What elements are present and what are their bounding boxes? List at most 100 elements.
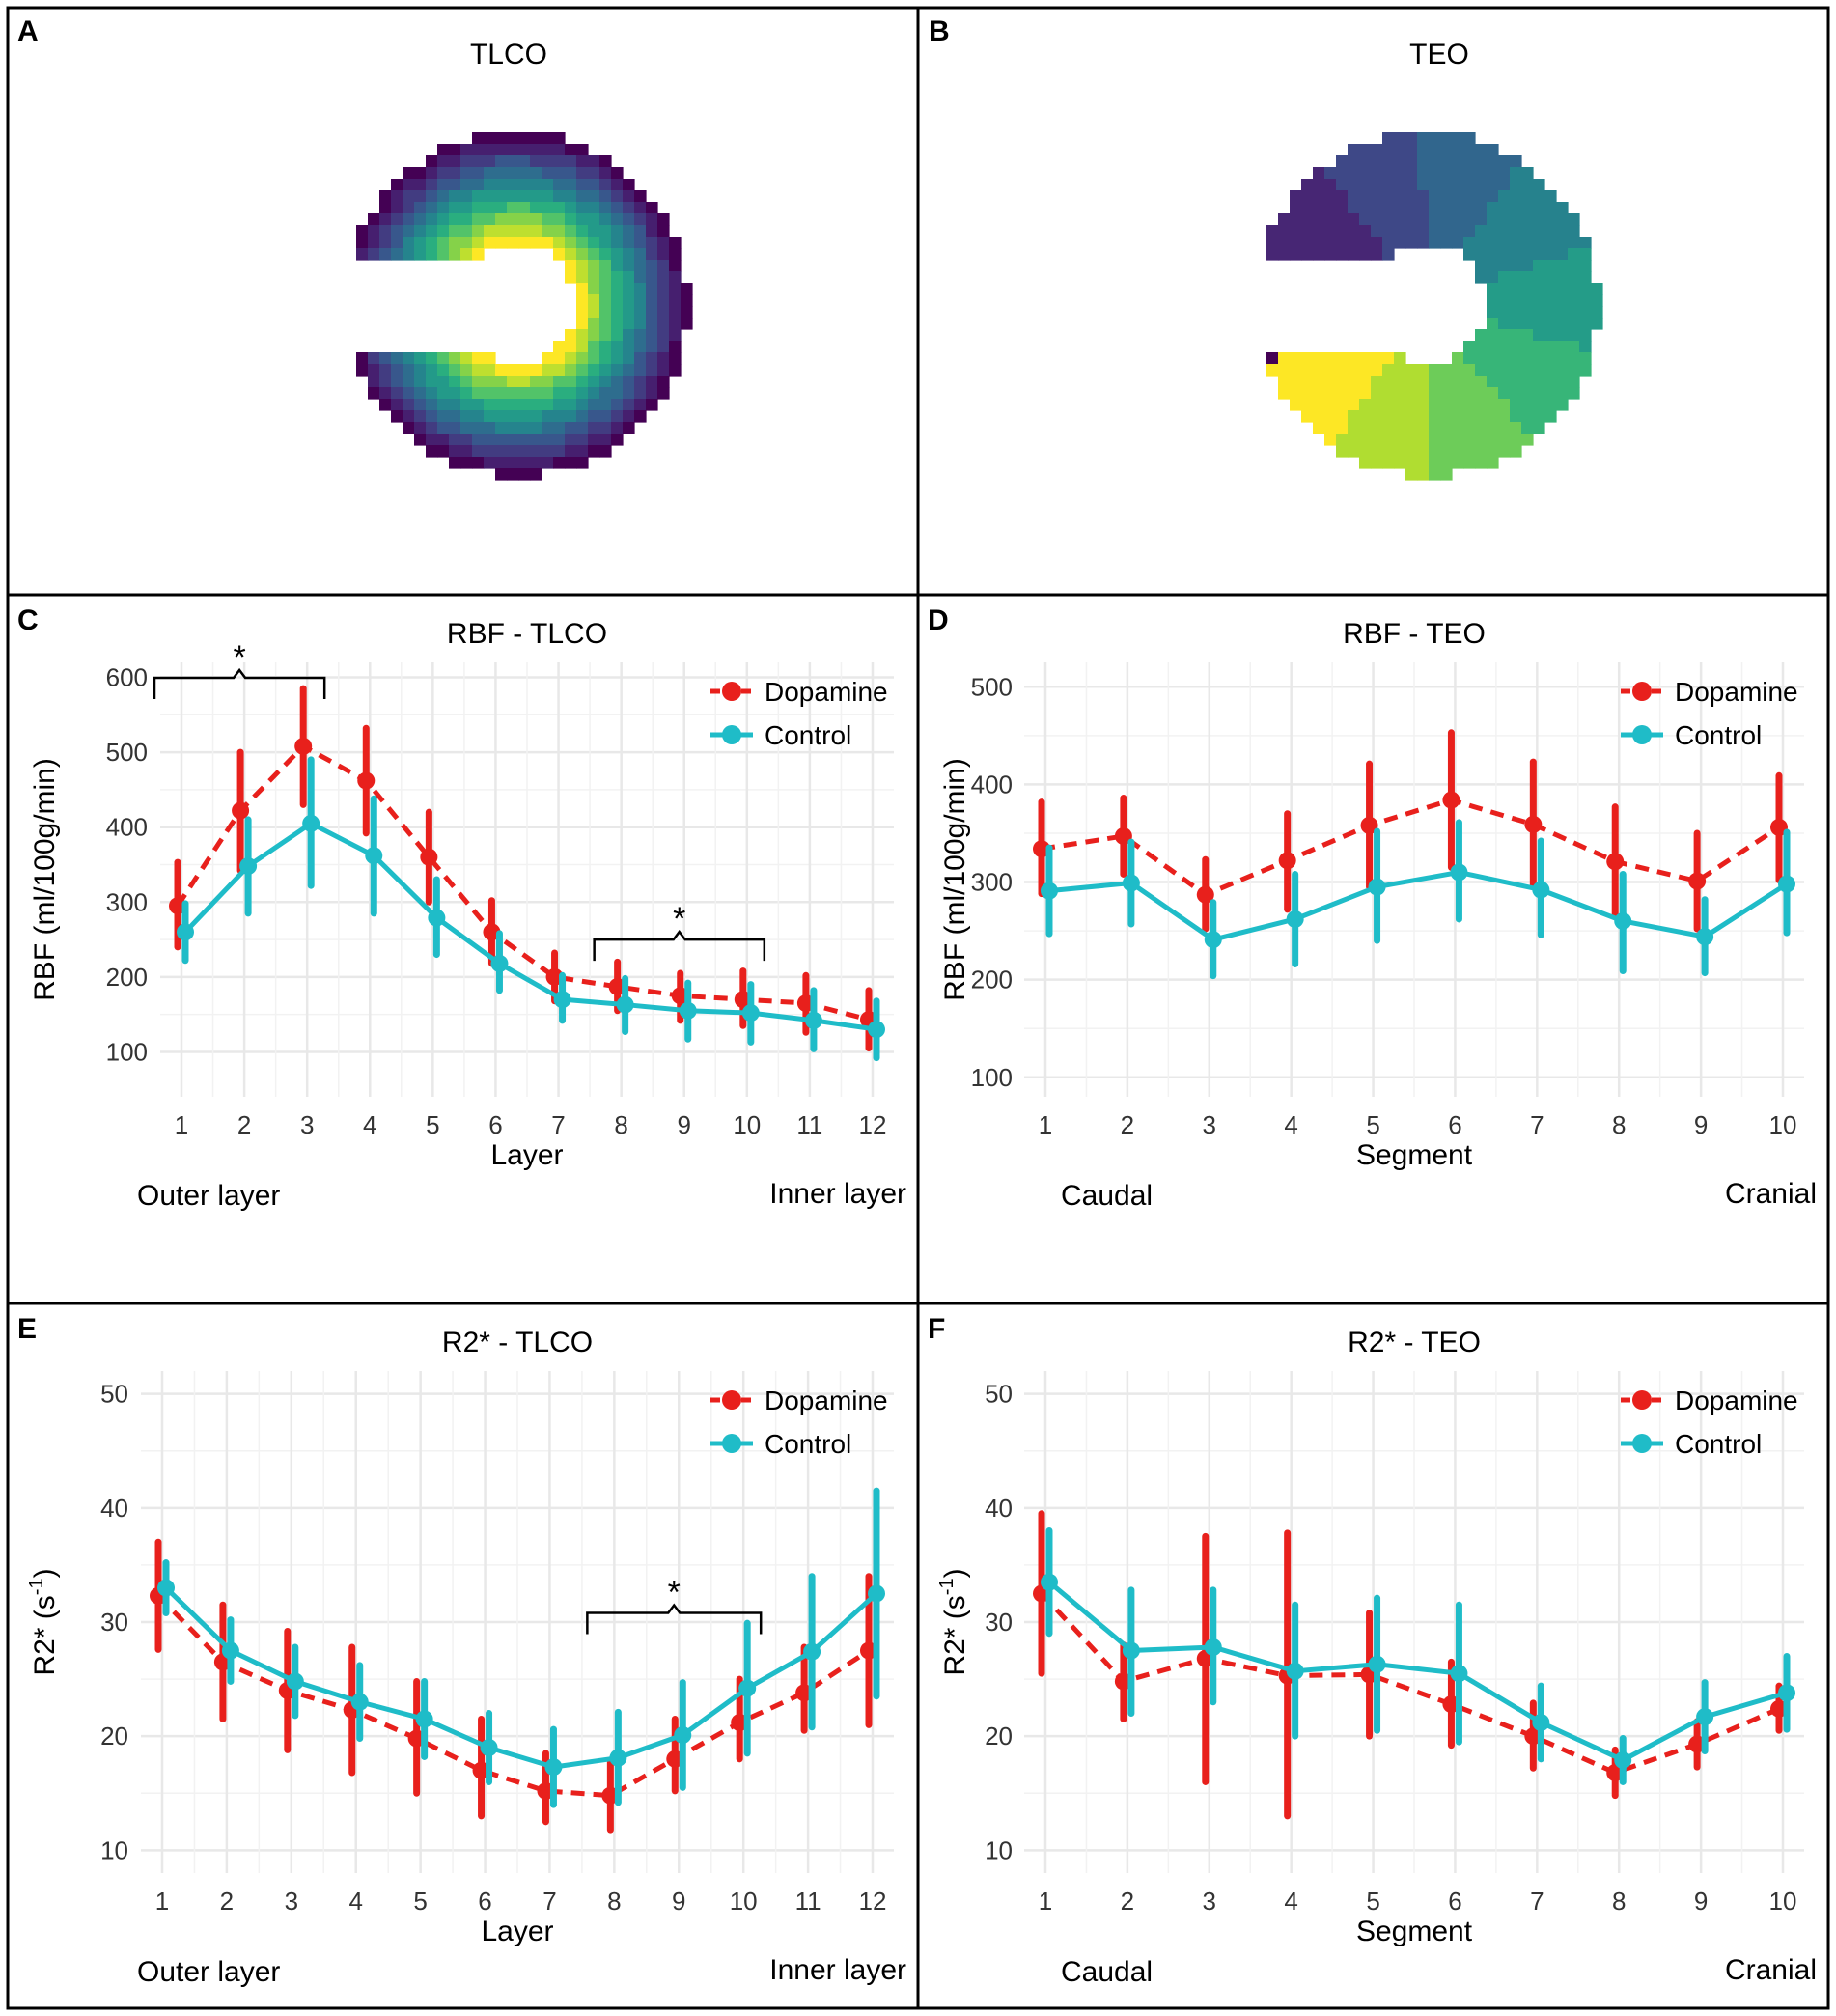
kidney-voxel [553, 144, 566, 156]
kidney-voxel [1382, 248, 1395, 261]
panel-label: D [928, 604, 949, 636]
kidney-voxel [1440, 364, 1453, 377]
kidney-voxel [449, 387, 461, 400]
kidney-voxel [1429, 179, 1441, 191]
kidney-voxel [542, 410, 554, 423]
y-tick-label: 600 [106, 663, 148, 692]
kidney-voxel [1371, 155, 1383, 168]
kidney-voxel [403, 422, 415, 434]
kidney-voxel [1510, 387, 1522, 400]
kidney-voxel [1382, 434, 1395, 446]
data-point [177, 923, 194, 941]
kidney-voxel [1487, 434, 1499, 446]
kidney-voxel [1487, 422, 1499, 434]
kidney-voxel [507, 410, 519, 423]
data-point [1204, 1638, 1222, 1656]
kidney-voxel [1568, 294, 1580, 307]
kidney-voxel [576, 399, 589, 411]
kidney-voxel [507, 399, 519, 411]
kidney-voxel [1301, 387, 1314, 400]
kidney-voxel [1568, 318, 1580, 330]
kidney-voxel [1579, 318, 1592, 330]
x-tick-label: 4 [1284, 1887, 1297, 1916]
kidney-voxel [634, 329, 647, 342]
x-tick-label: 8 [614, 1110, 627, 1139]
kidney-teo-map [1266, 132, 1603, 481]
kidney-voxel [414, 410, 427, 423]
kidney-voxel [460, 144, 473, 156]
kidney-voxel [623, 341, 635, 353]
kidney-voxel [472, 202, 485, 214]
kidney-voxel [1452, 352, 1464, 365]
kidney-voxel [1533, 410, 1545, 423]
left-note: Outer layer [137, 1956, 280, 1988]
kidney-voxel [414, 213, 427, 226]
kidney-voxel [576, 445, 589, 458]
kidney-voxel [576, 422, 589, 434]
kidney-voxel [1382, 387, 1395, 400]
kidney-voxel [1591, 318, 1603, 330]
kidney-voxel [507, 190, 519, 203]
kidney-voxel [484, 179, 496, 191]
kidney-voxel [403, 167, 415, 180]
data-point [1778, 875, 1795, 893]
kidney-voxel [1440, 468, 1453, 481]
kidney-voxel [588, 341, 600, 353]
kidney-voxel [1452, 179, 1464, 191]
kidney-voxel [472, 237, 485, 249]
series-line [1047, 1580, 1788, 1763]
kidney-voxel [1521, 376, 1534, 388]
kidney-voxel [530, 155, 542, 168]
kidney-voxel [1324, 190, 1337, 203]
kidney-voxel [1371, 248, 1383, 261]
kidney-voxel [1510, 341, 1522, 353]
kidney-voxel [1510, 422, 1522, 434]
kidney-voxel [565, 260, 577, 272]
kidney-voxel [426, 352, 438, 365]
legend-key-dot [1632, 725, 1652, 744]
kidney-voxel [1533, 283, 1545, 295]
kidney-voxel [657, 376, 670, 388]
kidney-voxel [576, 283, 589, 295]
kidney-voxel [1440, 179, 1453, 191]
data-point [428, 909, 446, 927]
series-line [183, 821, 877, 1032]
kidney-voxel [599, 260, 612, 272]
kidney-voxel [1521, 329, 1534, 342]
kidney-voxel [576, 294, 589, 307]
kidney-voxel [437, 410, 450, 423]
kidney-voxel [1556, 283, 1569, 295]
kidney-voxel [1336, 237, 1349, 249]
x-tick-label: 2 [1121, 1887, 1134, 1916]
kidney-voxel [530, 399, 542, 411]
kidney-voxel [1359, 364, 1372, 377]
kidney-voxel [588, 213, 600, 226]
kidney-voxel [1429, 422, 1441, 434]
kidney-voxel [1359, 410, 1372, 423]
kidney-voxel [576, 248, 589, 261]
kidney-voxel [437, 144, 450, 156]
gridlines [1024, 1371, 1804, 1873]
kidney-voxel [1371, 144, 1383, 156]
kidney-voxel [484, 399, 496, 411]
kidney-voxel [1487, 237, 1499, 249]
kidney-voxel [1359, 352, 1372, 365]
kidney-voxel [1544, 410, 1557, 423]
kidney-voxel [1568, 341, 1580, 353]
kidney-voxel [1463, 410, 1476, 423]
kidney-voxel [414, 202, 427, 214]
kidney-voxel [1452, 155, 1464, 168]
kidney-voxel [1521, 410, 1534, 423]
kidney-voxel [1556, 271, 1569, 284]
kidney-voxel [1510, 225, 1522, 238]
kidney-voxel [1429, 190, 1441, 203]
legend-label: Control [1675, 720, 1762, 750]
chart-title: R2* - TEO [1348, 1327, 1481, 1358]
kidney-voxel [1452, 457, 1464, 469]
y-axis-label-base: R2* (s [29, 1595, 61, 1675]
x-axis-label: Segment [1356, 1916, 1473, 1947]
kidney-voxel [1405, 410, 1418, 423]
kidney-voxel [484, 190, 496, 203]
kidney-voxel [1371, 225, 1383, 238]
kidney-voxel [530, 225, 542, 238]
